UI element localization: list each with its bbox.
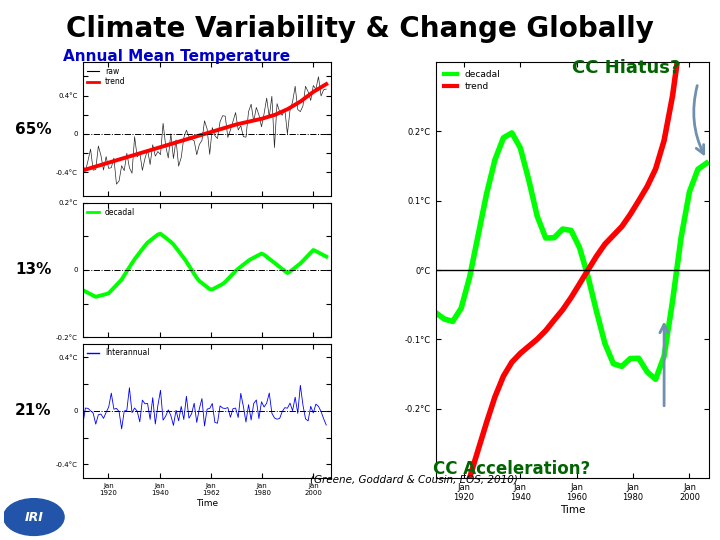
Legend: decadal: decadal: [86, 207, 136, 217]
Text: CC Hiatus?: CC Hiatus?: [572, 59, 680, 77]
Text: 65%: 65%: [15, 122, 51, 137]
Text: Climate Variability & Change Globally: Climate Variability & Change Globally: [66, 15, 654, 43]
Text: International Research Institute: International Research Institute: [590, 508, 712, 517]
Text: 21%: 21%: [15, 403, 51, 418]
Legend: raw, trend: raw, trend: [86, 66, 126, 87]
Text: CC Acceleration?: CC Acceleration?: [433, 460, 590, 478]
Text: EARTH INSTITUTE, COLUMBIA UNIVERSITY: EARTH INSTITUTE, COLUMBIA UNIVERSITY: [590, 530, 720, 535]
Text: 13%: 13%: [15, 262, 51, 278]
Circle shape: [4, 498, 64, 536]
Text: for Climate and Society: for Climate and Society: [590, 518, 680, 527]
Legend: Interannual: Interannual: [86, 348, 150, 358]
Text: (Greene, Goddard & Cousin, EOS, 2010): (Greene, Goddard & Cousin, EOS, 2010): [310, 474, 518, 484]
Text: Annual Mean Temperature: Annual Mean Temperature: [63, 49, 290, 64]
Text: IRI: IRI: [24, 510, 43, 524]
Circle shape: [2, 498, 66, 536]
Legend: decadal, trend: decadal, trend: [441, 66, 504, 94]
X-axis label: Time: Time: [559, 505, 585, 515]
X-axis label: Time: Time: [196, 498, 218, 508]
